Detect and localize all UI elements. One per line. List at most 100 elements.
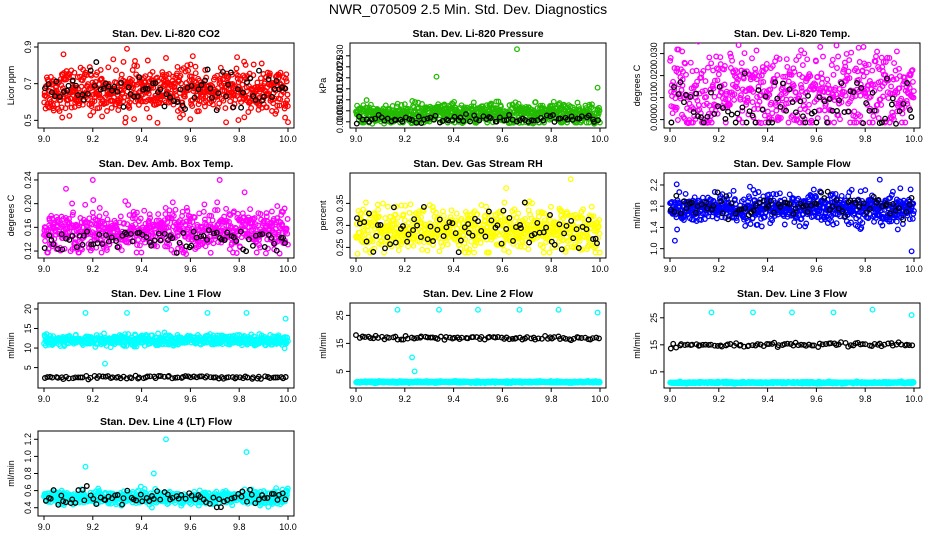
data-point (910, 88, 917, 95)
data-point (779, 80, 786, 87)
data-point (196, 210, 203, 217)
data-point (711, 189, 718, 195)
data-point (910, 200, 917, 207)
data-point (821, 98, 828, 105)
data-point (69, 77, 76, 84)
data-point (469, 232, 476, 239)
data-point (839, 208, 846, 215)
data-point (387, 241, 394, 248)
data-point (742, 222, 749, 229)
x-tick-label: 9.4 (761, 264, 774, 274)
data-point (142, 85, 149, 92)
data-point (250, 61, 257, 68)
data-point (773, 191, 780, 198)
data-point (436, 248, 443, 255)
data-point (452, 230, 459, 237)
data-points (41, 45, 291, 126)
data-point (165, 86, 172, 93)
data-point (146, 211, 153, 218)
data-point (411, 216, 418, 223)
data-point (693, 82, 700, 89)
data-point (561, 230, 568, 237)
data-point (865, 61, 872, 68)
outlier-point (594, 84, 601, 91)
data-point (181, 227, 187, 234)
data-point (466, 246, 473, 253)
data-point (65, 82, 72, 89)
data-point (377, 222, 384, 228)
data-point (165, 224, 172, 231)
data-point (191, 214, 198, 221)
y-tick-label: 0.30 (335, 217, 345, 235)
outlier-point (241, 58, 248, 65)
data-point (113, 67, 119, 74)
data-point (903, 208, 910, 215)
data-point (461, 224, 468, 231)
data-point (219, 68, 226, 75)
data-point (896, 85, 903, 92)
data-point (146, 217, 152, 224)
data-point (113, 238, 120, 244)
data-point (258, 60, 265, 67)
data-point (752, 69, 759, 76)
data-point (795, 53, 802, 60)
data-point (93, 59, 100, 66)
data-point (797, 98, 804, 105)
data-point (234, 54, 241, 61)
data-point (784, 63, 791, 70)
data-point (44, 249, 51, 256)
data-point (793, 57, 800, 63)
data-point (231, 208, 237, 215)
data-point (673, 192, 680, 199)
data-point (187, 61, 194, 68)
data-point (154, 243, 161, 250)
data-point (390, 217, 397, 224)
data-point (531, 230, 538, 237)
data-point (143, 105, 150, 112)
y-tick-label: 0.005 (335, 100, 345, 123)
data-point (762, 66, 769, 73)
data-point (99, 240, 106, 247)
data-point (180, 111, 186, 118)
data-point (98, 249, 105, 256)
data-point (721, 81, 728, 88)
data-point (104, 108, 110, 114)
data-point (842, 63, 849, 70)
data-point (283, 71, 290, 78)
data-point (170, 212, 177, 219)
data-point (134, 242, 141, 248)
data-point (250, 72, 257, 79)
data-point (869, 119, 876, 126)
data-point (804, 56, 811, 63)
data-point (146, 114, 153, 121)
data-point (752, 119, 759, 126)
data-point (841, 66, 847, 73)
data-point (833, 197, 840, 204)
data-point (188, 242, 195, 249)
data-point (419, 246, 426, 253)
data-point (699, 88, 706, 95)
data-point (485, 208, 492, 215)
x-tick-label: 9.4 (135, 134, 148, 144)
data-point (893, 218, 900, 225)
data-point (248, 105, 255, 111)
data-point (856, 203, 863, 210)
data-point (535, 213, 542, 220)
data-point (53, 78, 60, 85)
outlier-point (189, 53, 196, 60)
y-tick-label: 0.010 (335, 89, 345, 112)
data-point (726, 192, 733, 199)
data-point (41, 245, 48, 252)
data-point (434, 226, 441, 233)
data-point (476, 117, 483, 124)
data-point (594, 240, 600, 247)
data-point (424, 115, 431, 122)
data-point (860, 200, 867, 207)
data-point (100, 85, 107, 92)
data-point (781, 221, 788, 228)
data-point (369, 238, 376, 245)
data-point (122, 114, 129, 121)
data-point (220, 97, 227, 104)
data-point (682, 60, 689, 67)
